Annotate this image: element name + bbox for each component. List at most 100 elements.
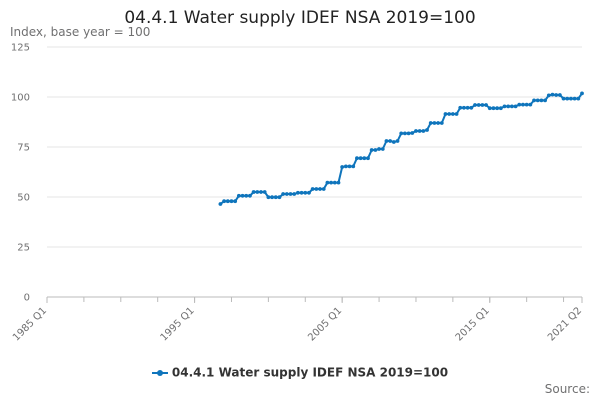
data-point (521, 102, 525, 107)
data-point (236, 193, 241, 198)
data-point (517, 102, 522, 107)
data-point (572, 96, 577, 101)
data-point (329, 180, 333, 185)
data-point (321, 187, 326, 191)
legend-line-marker-icon (151, 368, 168, 378)
legend[interactable]: 04.4.1 Water supply IDEF NSA 2019=100 (0, 365, 600, 380)
data-point (473, 103, 477, 107)
data-point (580, 91, 584, 96)
data-point (406, 131, 411, 136)
data-point (355, 156, 359, 161)
data-point (362, 156, 367, 161)
data-point (380, 147, 385, 151)
series-layer (218, 91, 584, 206)
data-point (391, 140, 396, 144)
data-point (410, 131, 415, 135)
data-point (366, 156, 370, 161)
data-point (248, 193, 252, 198)
data-point (395, 139, 400, 143)
data-point (524, 102, 529, 107)
data-point (550, 92, 555, 97)
x-tick-label: 2005 Q1 (306, 305, 344, 343)
data-point (225, 199, 230, 204)
data-point (469, 105, 474, 110)
data-point (439, 121, 444, 125)
gridlines (47, 46, 582, 248)
y-tick-label: 50 (17, 193, 30, 204)
data-point (255, 190, 260, 194)
data-point (373, 148, 378, 152)
data-point (233, 199, 238, 204)
data-point (450, 112, 455, 116)
data-point (543, 98, 547, 103)
series-line (219, 92, 583, 205)
x-tick-label: 2021 Q2 (546, 305, 584, 343)
y-axis-label: Index, base year = 100 (10, 25, 151, 39)
data-point (546, 93, 551, 98)
data-point (325, 180, 330, 185)
data-point (421, 129, 426, 133)
data-point (266, 195, 271, 200)
data-point (513, 104, 518, 109)
data-point (240, 193, 245, 198)
data-point (259, 190, 263, 194)
data-point (510, 104, 514, 109)
data-point (358, 156, 363, 161)
data-point (277, 195, 282, 200)
data-point (299, 190, 304, 195)
data-point (310, 187, 315, 191)
data-point (502, 104, 507, 109)
data-point (351, 164, 356, 169)
data-point (292, 192, 297, 196)
data-point (244, 193, 249, 198)
data-point (428, 121, 433, 125)
data-point (458, 105, 463, 110)
data-point (218, 202, 223, 206)
data-point (447, 112, 452, 116)
data-point (284, 192, 289, 196)
data-point (454, 112, 459, 116)
data-point (425, 128, 429, 132)
legend-dot (156, 369, 163, 376)
data-point (491, 106, 496, 111)
data-point (303, 190, 308, 195)
data-point (377, 147, 381, 151)
data-point (347, 164, 352, 169)
chart-title: 04.4.1 Water supply IDEF NSA 2019=100 (124, 8, 476, 28)
data-point (307, 190, 311, 195)
data-point (532, 98, 536, 103)
data-point (403, 131, 407, 136)
data-point (273, 195, 278, 200)
data-point (576, 96, 581, 101)
data-point (296, 190, 300, 195)
x-tick-label: 1995 Q1 (159, 305, 197, 343)
data-point (565, 96, 570, 101)
data-point (495, 106, 500, 111)
data-point (340, 165, 345, 169)
data-point (399, 131, 404, 136)
data-point (332, 180, 337, 185)
data-point (417, 129, 422, 133)
data-point (414, 129, 418, 133)
data-point (270, 195, 274, 200)
data-point (281, 192, 286, 196)
data-point (557, 93, 562, 97)
data-point (369, 148, 374, 152)
data-point (554, 93, 559, 97)
data-point (384, 139, 389, 143)
data-point (484, 103, 488, 107)
y-tick-label: 125 (11, 43, 30, 54)
source-label: Source: (544, 382, 590, 396)
data-point (480, 103, 485, 107)
data-point (476, 103, 481, 107)
data-point (229, 199, 234, 204)
x-tick-label: 2015 Q1 (454, 305, 492, 343)
data-point (318, 187, 322, 191)
data-point (262, 190, 267, 194)
legend-label: 04.4.1 Water supply IDEF NSA 2019=100 (171, 365, 449, 380)
data-point (498, 106, 503, 111)
data-point (465, 105, 470, 110)
data-point (569, 96, 573, 101)
y-tick-label: 0 (24, 293, 30, 304)
x-tick-label: 1985 Q1 (11, 305, 49, 343)
